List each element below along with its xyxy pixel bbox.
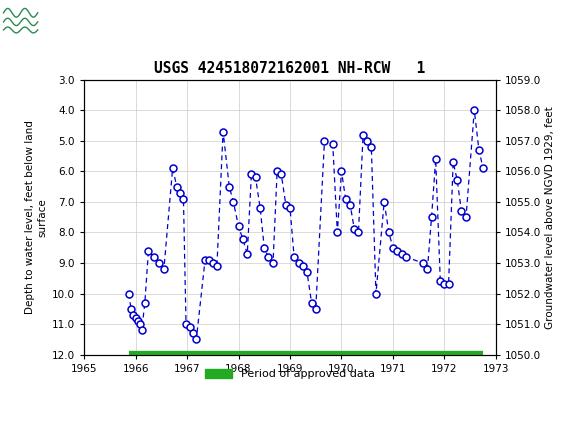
Legend: Period of approved data: Period of approved data [205, 369, 375, 379]
Y-axis label: Groundwater level above NGVD 1929, feet: Groundwater level above NGVD 1929, feet [545, 106, 555, 329]
Text: USGS: USGS [44, 11, 90, 26]
Title: USGS 424518072162001 NH-RCW   1: USGS 424518072162001 NH-RCW 1 [154, 61, 426, 76]
Y-axis label: Depth to water level, feet below land
surface: Depth to water level, feet below land su… [24, 120, 48, 314]
